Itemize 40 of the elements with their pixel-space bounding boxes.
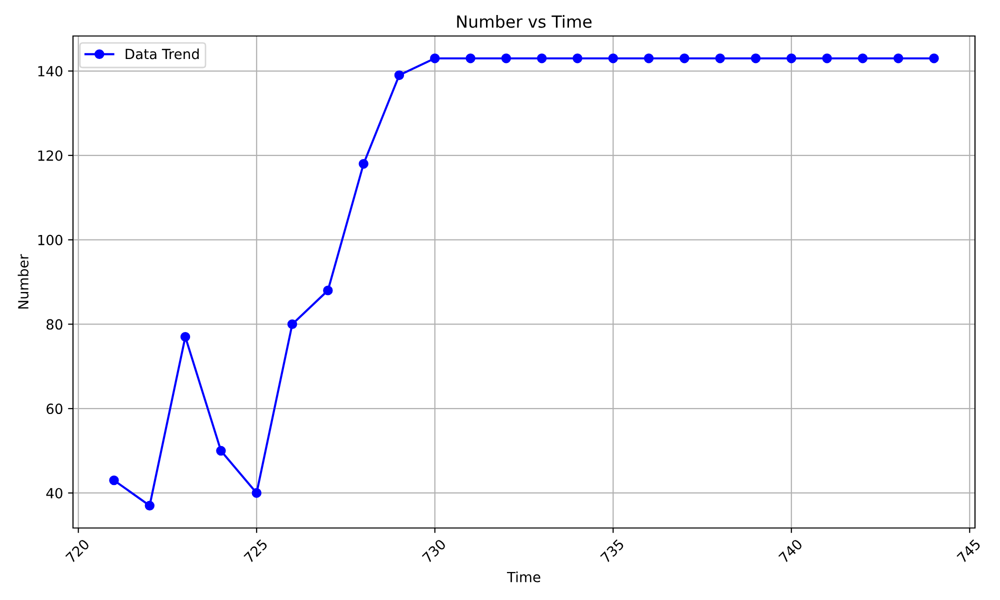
y-tick-label: 80 [46,319,62,330]
point [858,54,868,64]
point [929,54,939,64]
point [822,54,832,64]
point [323,286,333,296]
chart-title: Number vs Time [457,15,592,28]
point [680,54,690,64]
y-axis-title: Number [18,254,29,309]
point [252,488,262,498]
y-tick-label: 60 [46,404,62,414]
point [216,446,226,456]
x-tick-label: 725 [243,538,268,564]
x-tick-label: 730 [422,538,446,564]
x-axis-title: Time [506,572,540,582]
x-tick-label: 740 [778,538,803,564]
point [180,332,190,342]
point [536,54,547,64]
point [394,70,404,80]
point [287,319,298,330]
point [430,54,440,64]
point [893,54,904,64]
x-tick-label: 735 [600,538,624,564]
point [644,54,654,64]
point [501,54,512,64]
legend-label: Data Trend [126,48,199,60]
point [144,500,155,510]
point [608,54,618,64]
point [715,54,725,64]
x-tick-label: 745 [956,538,982,564]
point [466,54,476,64]
point [786,54,796,64]
point [572,54,582,64]
y-tick-label: 40 [46,488,62,498]
point [109,475,119,486]
y-tick-label: 100 [38,234,62,246]
point [358,158,368,169]
y-tick-label: 120 [38,150,62,161]
x-tick-label: 720 [65,538,90,564]
point [750,54,761,64]
y-tick-label: 140 [38,66,62,76]
